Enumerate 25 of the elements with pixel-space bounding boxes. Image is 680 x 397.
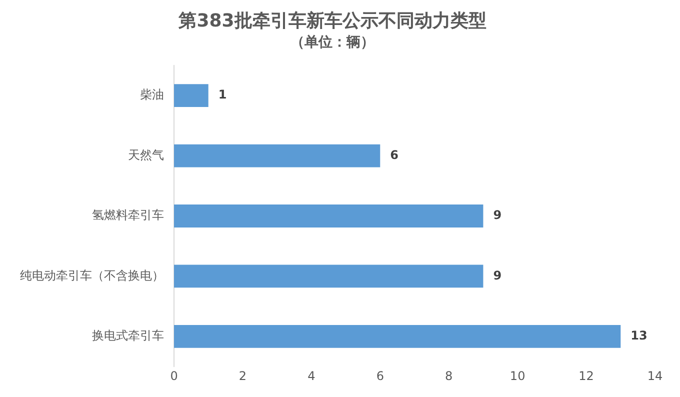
y-tick-label: 氢燃料牵引车 (92, 208, 164, 222)
x-tick-label: 12 (578, 368, 594, 383)
x-tick-label: 6 (376, 368, 384, 383)
x-tick-label: 4 (308, 368, 316, 383)
bar (174, 264, 484, 288)
data-label: 1 (218, 88, 227, 102)
chart-title: 第383批牵引车新车公示不同动力类型 (178, 10, 486, 32)
data-label: 9 (493, 268, 502, 282)
y-tick-label: 柴油 (140, 88, 164, 102)
bar (174, 325, 621, 348)
x-tick-label: 10 (510, 368, 526, 383)
bar (174, 144, 380, 168)
data-label: 6 (390, 148, 398, 162)
bar (174, 84, 208, 107)
data-label: 13 (630, 328, 648, 343)
x-tick-label: 8 (445, 368, 453, 383)
bar (174, 204, 484, 228)
data-label: 9 (493, 208, 502, 222)
x-tick-label: 0 (170, 368, 178, 383)
y-tick-label: 天然气 (128, 148, 164, 162)
y-tick-label: 换电式牵引车 (92, 328, 164, 343)
chart-subtitle: （单位：辆） (290, 34, 374, 51)
x-tick-label: 14 (647, 368, 663, 383)
x-tick-label: 2 (238, 368, 247, 383)
y-tick-label: 纯电动牵引车（不含换电） (20, 268, 164, 282)
